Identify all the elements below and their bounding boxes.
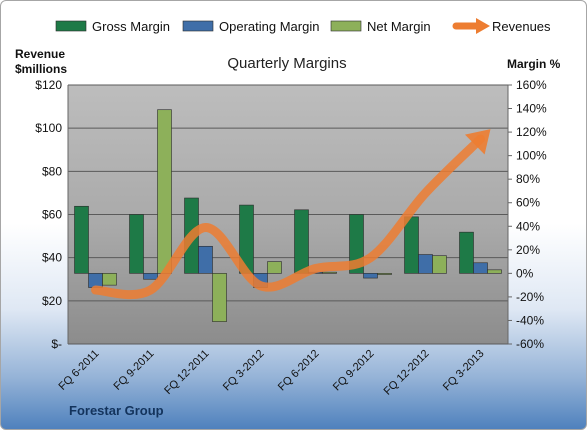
category-label: FQ 3-2013 — [441, 348, 487, 394]
plot-area — [67, 84, 509, 345]
right-tick-label: 60% — [516, 196, 540, 210]
left-tick-label: $60 — [42, 208, 62, 222]
bar-net-margin — [487, 269, 502, 274]
left-tick-label: $80 — [42, 164, 62, 178]
left-tick-label: $40 — [42, 251, 62, 265]
bar-net-margin — [212, 273, 227, 322]
legend-arrow-icon — [476, 18, 490, 34]
bar-net-margin — [267, 261, 282, 274]
bar-gross-margin — [459, 231, 474, 274]
category-label: FQ 9-2012 — [331, 348, 377, 394]
legend-swatch-gross-margin — [55, 20, 87, 32]
right-tick-label: -60% — [516, 337, 544, 351]
right-tick-label: 0% — [516, 266, 534, 280]
legend: Gross Margin Operating Margin Net Margin Re… — [55, 18, 551, 34]
bar-net-margin — [377, 273, 392, 275]
bar-gross-margin — [404, 216, 419, 274]
legend-swatch-operating-margin — [182, 20, 214, 32]
category-label: FQ 12-2011 — [162, 348, 211, 397]
bar-operating-margin — [418, 254, 433, 274]
line-revenues — [91, 134, 485, 300]
category-label: FQ 12-2012 — [382, 348, 432, 398]
right-tick-label: -40% — [516, 313, 544, 327]
right-tick-label: 100% — [516, 149, 547, 163]
chart-title: Quarterly Margins — [227, 55, 346, 72]
bar-net-margin — [322, 271, 337, 274]
left-tick-label: $- — [51, 337, 62, 351]
bar-operating-margin — [143, 273, 158, 280]
category-label: FQ 3-2012 — [221, 348, 267, 394]
bar-operating-margin — [198, 245, 213, 274]
footer-label: Forestar Group — [69, 403, 164, 418]
right-tick-label: 160% — [516, 78, 547, 92]
bar-net-margin — [157, 109, 172, 274]
legend-swatch-net-margin — [330, 20, 362, 32]
bar-gross-margin — [294, 209, 309, 274]
bar-operating-margin — [88, 273, 103, 288]
left-tick-label: $20 — [42, 294, 62, 308]
category-label: FQ 6-2012 — [276, 348, 322, 394]
right-tick-label: 40% — [516, 219, 540, 233]
line-arrowhead — [464, 129, 491, 155]
right-tick-label: 20% — [516, 243, 540, 257]
category-label: FQ 6-2011 — [57, 348, 102, 393]
left-axis-label-line2: $millions — [15, 62, 67, 76]
bar-operating-margin — [363, 273, 378, 279]
legend-label-operating-margin: Operating Margin — [219, 19, 319, 34]
left-tick-label: $120 — [35, 78, 62, 92]
right-axis-label: Margin % — [507, 57, 561, 71]
revenue-line — [91, 129, 491, 300]
bar-net-margin — [432, 255, 447, 274]
legend-label-gross-margin: Gross Margin — [92, 19, 170, 34]
bar-net-margin — [102, 273, 117, 286]
right-tick-label: 80% — [516, 172, 540, 186]
category-label: FQ 9-2011 — [112, 348, 157, 393]
bar-gross-margin — [74, 205, 89, 274]
left-tick-label: $100 — [35, 121, 62, 135]
right-tick-label: 120% — [516, 125, 547, 139]
bar-operating-margin — [473, 262, 488, 274]
right-tick-label: -20% — [516, 290, 544, 304]
bar-gross-margin — [129, 214, 144, 274]
legend-label-net-margin: Net Margin — [367, 19, 431, 34]
right-tick-label: 140% — [516, 102, 547, 116]
legend-label-revenues: Revenues — [492, 19, 551, 34]
left-axis-label-line1: Revenue — [15, 47, 65, 61]
